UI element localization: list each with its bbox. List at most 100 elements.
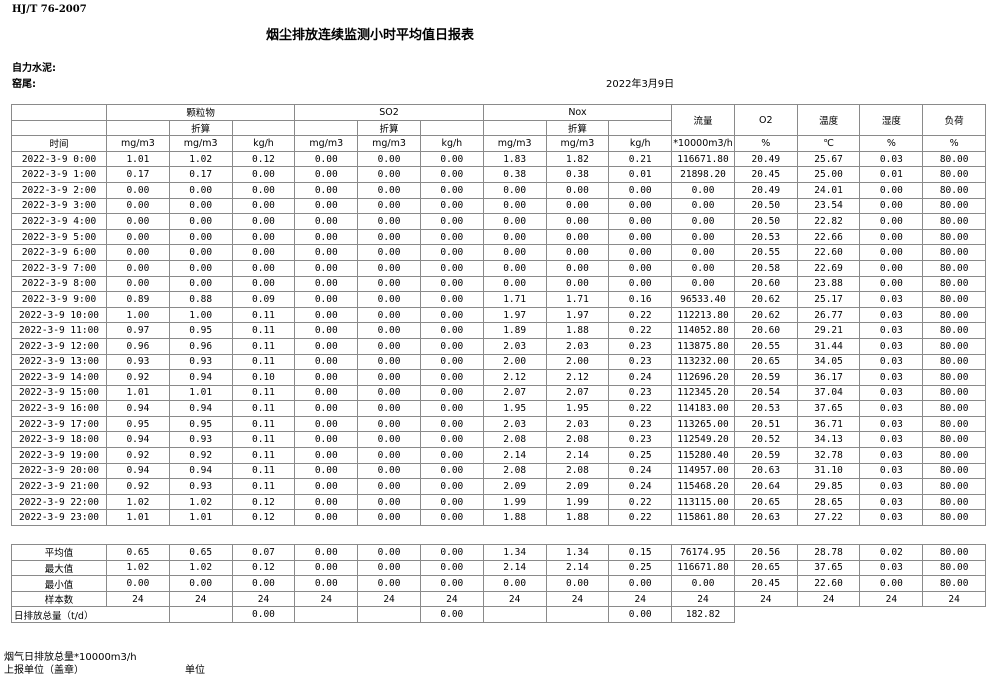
cell: 2.14	[482, 447, 547, 464]
cell: 0.00	[419, 181, 484, 199]
table-row: 颗粒物 SO2 Nox 流量 O2 温度 湿度 负荷	[11, 103, 987, 137]
cell: 80.00	[922, 415, 987, 433]
cell: 25.67	[796, 150, 861, 168]
cell: 0.00	[294, 322, 359, 339]
cell: 0.00	[545, 575, 610, 592]
cell: 2.08	[482, 462, 547, 480]
cell: 20.60	[733, 275, 798, 293]
cell: 114183.00	[671, 400, 735, 417]
cell: 22.60	[796, 244, 861, 261]
cell: 20.51	[733, 415, 798, 433]
cell: 80.00	[922, 197, 987, 215]
cell: 2022-3-9 13:00	[11, 353, 107, 371]
cell: 0.00	[482, 575, 547, 592]
table-row: 日排放总量（t/d） 0.00 0.00 0.00 182.82	[11, 606, 986, 623]
cell: 1.95	[482, 400, 547, 417]
cell: 2.09	[482, 478, 547, 495]
unit-header: ℃	[796, 135, 861, 152]
cell: 0.00	[294, 306, 359, 324]
cell: 36.71	[796, 415, 861, 433]
cell: 113115.00	[671, 493, 735, 511]
cell: 24	[671, 590, 735, 608]
cell: 0.00	[294, 575, 359, 592]
cell: 23.54	[796, 197, 861, 215]
cell: 0.11	[231, 384, 296, 402]
standard-code: HJ/T 76-2007	[12, 4, 87, 15]
cell: 0.00	[419, 400, 484, 417]
cell: 0.00	[294, 259, 359, 277]
cell	[545, 606, 610, 623]
cell: 2.08	[545, 462, 610, 480]
spacer	[483, 525, 547, 546]
cell: 21898.20	[671, 166, 735, 183]
cell: 0.00	[357, 337, 421, 355]
cell: 0.03	[859, 384, 924, 402]
cell: 0.00	[231, 197, 296, 215]
cell: 0.03	[859, 478, 924, 495]
table-row: 时间 mg/m3 mg/m3 kg/h mg/m3 mg/m3 kg/h mg/m3 mg/m3…	[11, 135, 987, 152]
flue-total-label: 烟气日排放总量*10000m3/h	[4, 652, 137, 663]
header-cell	[231, 119, 296, 137]
spacer	[169, 525, 233, 546]
cell: 1.02	[168, 559, 233, 577]
cell: 0.00	[294, 478, 359, 495]
cell: 0.00	[608, 606, 673, 623]
cell: 0.00	[357, 462, 421, 480]
cell: 25.17	[796, 291, 861, 308]
cell: 0.00	[419, 384, 484, 402]
cell: 20.49	[733, 181, 798, 199]
cell: 20.56	[733, 544, 798, 561]
cell	[860, 607, 923, 623]
cell: 0.00	[294, 431, 359, 449]
cell: 20.55	[733, 337, 798, 355]
cell: 80.00	[922, 462, 987, 480]
cell: 0.00	[482, 244, 547, 261]
cell: 0.00	[294, 493, 359, 511]
cell	[797, 607, 860, 623]
cell: 80.00	[922, 478, 987, 495]
cell	[923, 607, 986, 623]
cell: 24	[733, 590, 798, 608]
cell: 0.00	[419, 150, 484, 168]
cell: 0.15	[608, 544, 673, 561]
spacer	[546, 525, 609, 546]
cell: 0.03	[859, 493, 924, 511]
unit-label: 单位	[185, 665, 205, 676]
cell: 0.94	[168, 369, 233, 386]
cell: 37.65	[796, 559, 861, 577]
unit-header: mg/m3	[482, 135, 547, 152]
header-cell	[11, 119, 107, 137]
cell: 20.62	[733, 291, 798, 308]
cell: 0.00	[419, 559, 484, 577]
cell: 2.12	[545, 369, 610, 386]
cell: 0.22	[608, 509, 673, 527]
cell: 0.00	[357, 478, 421, 495]
unit-header: *10000m3/h	[671, 135, 735, 152]
cell: 0.00	[357, 244, 421, 261]
cell: 0.93	[106, 353, 170, 371]
cell: 0.11	[231, 353, 296, 371]
cell: 0.00	[482, 181, 547, 199]
cell: 112696.20	[671, 369, 735, 386]
cell: 24	[922, 590, 987, 608]
cell: 24	[168, 590, 233, 608]
cell: 1.88	[545, 509, 610, 527]
cell: 80.00	[922, 244, 987, 261]
sub-header: 折算	[168, 119, 233, 137]
cell: 0.00	[357, 166, 421, 183]
cell: 0.00	[231, 166, 296, 183]
cell: 0.00	[357, 306, 421, 324]
unit-header: mg/m3	[545, 135, 610, 152]
cell: 0.00	[419, 606, 484, 623]
cell: 0.00	[106, 213, 170, 230]
cell: 20.63	[733, 462, 798, 480]
cell: 112549.20	[671, 431, 735, 449]
cell	[357, 606, 421, 623]
header-cell	[11, 104, 107, 121]
cell: 20.64	[733, 478, 798, 495]
cell: 0.24	[608, 462, 673, 480]
table-row: 2022-3-9 16:00 0.94 0.94 0.11 0.00 0.00 0.00 1.…	[11, 400, 987, 417]
cell: 0.23	[608, 384, 673, 402]
cell: 0.00	[608, 213, 673, 230]
cell: 24	[545, 590, 610, 608]
